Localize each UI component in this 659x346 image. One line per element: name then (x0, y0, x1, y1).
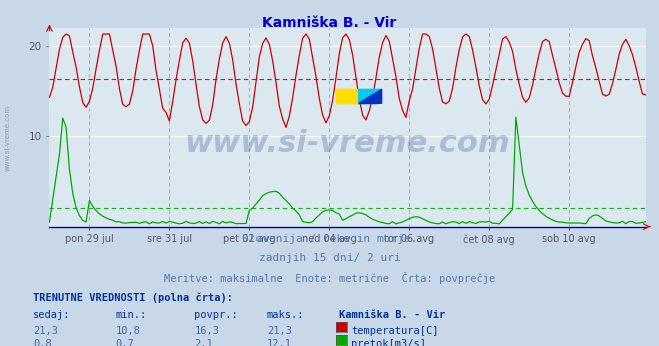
Text: www.si-vreme.com: www.si-vreme.com (5, 105, 11, 172)
Bar (357, 96, 378, 103)
Text: temperatura[C]: temperatura[C] (351, 326, 439, 336)
Text: 21,3: 21,3 (267, 326, 292, 336)
Text: min.:: min.: (115, 310, 146, 320)
Text: zadnjih 15 dni/ 2 uri: zadnjih 15 dni/ 2 uri (258, 253, 401, 263)
Polygon shape (358, 89, 382, 103)
Bar (335, 89, 357, 103)
Text: Slovenija / reke in morje.: Slovenija / reke in morje. (242, 234, 417, 244)
Text: Meritve: maksimalne  Enote: metrične  Črta: povprečje: Meritve: maksimalne Enote: metrične Črta… (164, 272, 495, 284)
Text: 10,8: 10,8 (115, 326, 140, 336)
Text: maks.:: maks.: (267, 310, 304, 320)
Text: 2,1: 2,1 (194, 339, 213, 346)
Text: sedaj:: sedaj: (33, 310, 71, 320)
Text: Kamniška B. - Vir: Kamniška B. - Vir (339, 310, 445, 320)
Text: www.si-vreme.com: www.si-vreme.com (185, 129, 511, 157)
Bar (335, 89, 358, 103)
Text: pretok[m3/s]: pretok[m3/s] (351, 339, 426, 346)
Text: 12,1: 12,1 (267, 339, 292, 346)
Text: TRENUTNE VREDNOSTI (polna črta):: TRENUTNE VREDNOSTI (polna črta): (33, 292, 233, 303)
Text: povpr.:: povpr.: (194, 310, 238, 320)
Text: 0,7: 0,7 (115, 339, 134, 346)
Text: 0,8: 0,8 (33, 339, 51, 346)
Bar (357, 96, 378, 103)
Polygon shape (358, 89, 382, 103)
Text: 21,3: 21,3 (33, 326, 58, 336)
Text: 16,3: 16,3 (194, 326, 219, 336)
Text: Kamniška B. - Vir: Kamniška B. - Vir (262, 16, 397, 29)
